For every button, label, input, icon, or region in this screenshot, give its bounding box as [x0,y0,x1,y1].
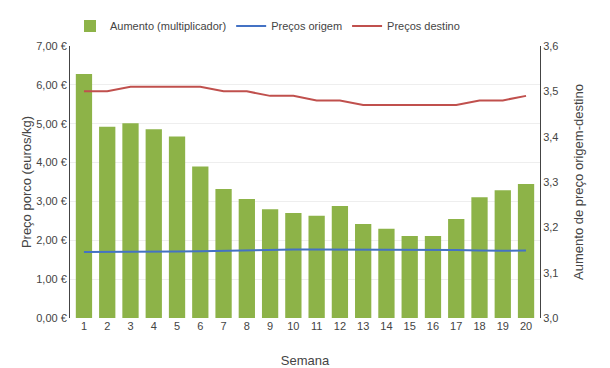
svg-text:18: 18 [473,320,485,332]
svg-text:3,00 €: 3,00 € [36,195,67,207]
svg-text:7,00 €: 7,00 € [36,40,67,52]
svg-text:3,1: 3,1 [543,267,558,279]
svg-text:Aumento de preço origem-destin: Aumento de preço origem-destino [571,84,586,280]
svg-text:20: 20 [520,320,532,332]
svg-text:11: 11 [311,320,322,332]
svg-text:Aumento (multiplicador): Aumento (multiplicador) [110,20,226,32]
svg-text:17: 17 [450,320,462,332]
svg-text:3,6: 3,6 [543,40,558,52]
svg-text:8: 8 [244,320,250,332]
svg-text:1: 1 [81,320,87,332]
svg-text:3,3: 3,3 [543,176,558,188]
svg-text:12: 12 [334,320,346,332]
svg-text:5,00 €: 5,00 € [36,118,67,130]
svg-text:7: 7 [220,320,226,332]
svg-text:4: 4 [151,320,157,332]
svg-text:13: 13 [357,320,369,332]
svg-text:9: 9 [267,320,273,332]
svg-text:3: 3 [127,320,133,332]
svg-text:5: 5 [174,320,180,332]
svg-text:3,0: 3,0 [543,312,558,324]
svg-text:19: 19 [497,320,509,332]
svg-text:14: 14 [380,320,392,332]
svg-text:6,00 €: 6,00 € [36,79,67,91]
svg-text:Preços origem: Preços origem [271,20,342,32]
svg-text:4,00 €: 4,00 € [36,156,67,168]
svg-text:16: 16 [427,320,439,332]
svg-text:15: 15 [404,320,416,332]
svg-text:Semana: Semana [281,353,330,368]
svg-text:6: 6 [197,320,203,332]
svg-text:2: 2 [104,320,110,332]
svg-text:3,4: 3,4 [543,131,558,143]
svg-text:Preço porco (euros/kg): Preço porco (euros/kg) [19,116,34,248]
svg-text:3,2: 3,2 [543,221,558,233]
svg-text:0,00 €: 0,00 € [36,312,67,324]
svg-text:3,5: 3,5 [543,85,558,97]
svg-text:2,00 €: 2,00 € [36,234,67,246]
svg-text:Preços destino: Preços destino [387,20,460,32]
svg-text:10: 10 [287,320,299,332]
svg-text:1,00 €: 1,00 € [36,273,67,285]
